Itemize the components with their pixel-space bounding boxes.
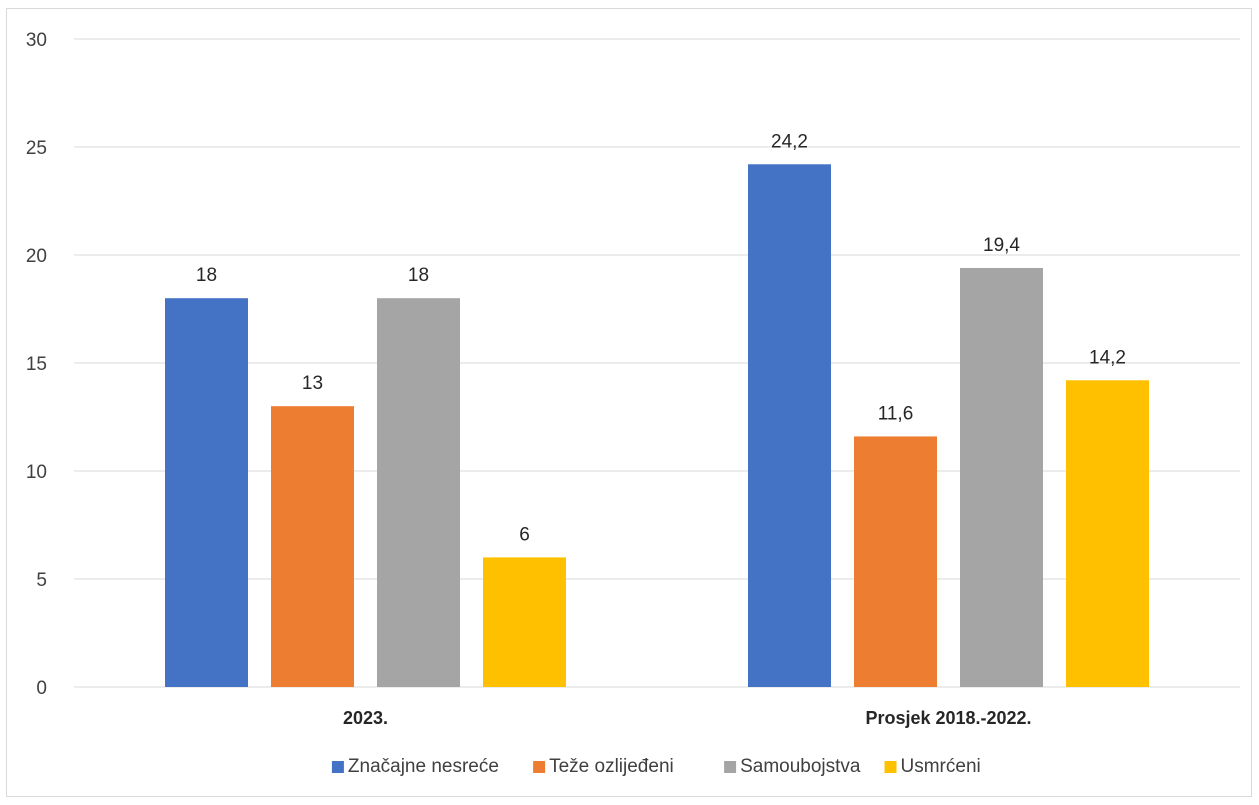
legend-swatch-2 xyxy=(533,761,546,773)
y-tick-label: 5 xyxy=(36,570,47,591)
legend-label-3: Samoubojstva xyxy=(740,756,861,777)
data-label: 6 xyxy=(519,524,530,545)
legend-swatch-3 xyxy=(724,761,737,773)
data-label: 19,4 xyxy=(983,235,1020,256)
bar-1-1 xyxy=(165,298,248,687)
legend-swatch-1 xyxy=(331,761,344,773)
y-tick-label: 15 xyxy=(26,354,47,375)
data-label: 18 xyxy=(408,265,429,286)
bar-2-1 xyxy=(271,406,354,687)
y-tick-label: 25 xyxy=(26,138,47,159)
data-label: 24,2 xyxy=(771,131,808,152)
legend-label-1: Značajne nesreće xyxy=(348,756,499,777)
y-tick-label: 0 xyxy=(36,678,47,699)
legend-label-2: Teže ozlijeđeni xyxy=(549,756,674,777)
category-label: 2023. xyxy=(343,708,388,728)
legend-label-4: Usmrćeni xyxy=(901,756,981,777)
category-label: Prosjek 2018.-2022. xyxy=(865,708,1031,728)
bar-4-1 xyxy=(483,557,566,687)
y-tick-label: 10 xyxy=(26,462,47,483)
y-tick-label: 30 xyxy=(26,30,47,51)
bar-1-2 xyxy=(748,164,831,687)
bar-3-1 xyxy=(377,298,460,687)
bar-2-2 xyxy=(854,436,937,687)
bar-3-2 xyxy=(960,267,1043,687)
y-tick-label: 20 xyxy=(26,246,47,267)
data-label: 14,2 xyxy=(1089,347,1126,368)
data-label: 11,6 xyxy=(878,403,914,424)
data-label: 13 xyxy=(302,373,323,394)
legend-swatch-4 xyxy=(884,761,897,773)
bar-4-2 xyxy=(1066,380,1149,687)
data-label: 18 xyxy=(196,265,217,286)
